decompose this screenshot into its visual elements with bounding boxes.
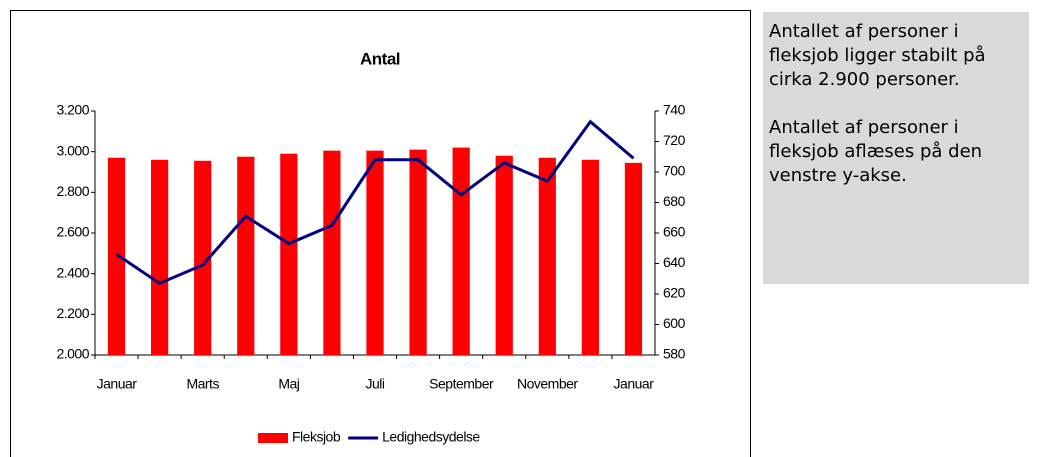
y2-tick-label: 700 <box>663 163 686 179</box>
bar <box>107 157 126 355</box>
x-tick-label: Januar <box>97 376 138 392</box>
chart-title: Antal <box>360 49 400 68</box>
paragraph: Antallet af personer i fleksjob aflæses … <box>769 117 983 186</box>
y2-tick-label: 620 <box>663 285 686 301</box>
legend-label: Ledighedsydelse <box>382 429 480 445</box>
bar <box>409 149 427 355</box>
bar <box>538 157 556 355</box>
bar <box>194 160 212 355</box>
y2-tick-label: 600 <box>663 315 686 331</box>
bar <box>452 147 470 355</box>
x-tick-label: November <box>517 376 578 392</box>
bar <box>323 150 341 355</box>
y2-tick-label: 720 <box>663 132 686 148</box>
x-tick-label: September <box>429 376 494 392</box>
y2-tick-label: 640 <box>663 254 686 270</box>
x-tick-label: Juli <box>365 376 384 392</box>
y2-tick-label: 660 <box>663 224 686 240</box>
bar <box>237 156 255 355</box>
y-tick-label: 2.600 <box>56 224 89 240</box>
y2-tick-label: 680 <box>663 193 686 209</box>
y-tick-label: 3.000 <box>56 142 89 158</box>
x-tick-label: Maj <box>278 376 299 392</box>
y-tick-label: 2.800 <box>56 183 89 199</box>
y-tick-label: 2.400 <box>56 264 89 280</box>
bar <box>280 153 298 355</box>
bar <box>495 155 513 355</box>
y2-tick-label: 740 <box>663 102 686 118</box>
y2-tick-label: 580 <box>663 346 686 362</box>
legend-swatch <box>258 433 288 443</box>
text-panel: Antallet af personer i fleksjob ligger s… <box>763 12 1029 284</box>
bar <box>581 159 599 355</box>
chart: Antal 2.000 2.200 2.400 2.600 2.800 3.000 3.20… <box>10 10 751 457</box>
bar <box>151 159 169 355</box>
y-tick-label: 2.000 <box>56 346 89 362</box>
bar <box>624 162 643 355</box>
y-tick-label: 2.200 <box>56 305 89 321</box>
legend-label: Fleksjob <box>292 429 341 445</box>
line <box>115 119 635 286</box>
bar <box>366 150 384 355</box>
paragraph: Antallet af personer i fleksjob ligger s… <box>769 21 986 90</box>
y-tick-label: 3.200 <box>56 102 89 118</box>
x-tick-label: Januar <box>614 376 655 392</box>
x-tick-label: Marts <box>186 376 219 392</box>
